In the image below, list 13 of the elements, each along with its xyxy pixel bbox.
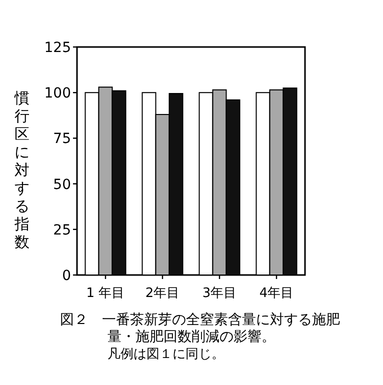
y-tick-label: 75 bbox=[53, 131, 71, 148]
text: 図２ 一番茶新芽の全窒素含量に対する施肥量・施肥回数削減の影響。 bbox=[60, 312, 341, 346]
x-tick-label: 1 年目 bbox=[86, 286, 125, 301]
x-tick-label: 3年目 bbox=[202, 286, 237, 301]
y-tick-label: 25 bbox=[53, 222, 71, 238]
x-tick-label: 2年目 bbox=[145, 286, 180, 301]
y-tick-label: 100 bbox=[44, 86, 71, 102]
y-tick-label: 125 bbox=[44, 40, 71, 56]
text: 慣行区に対する指数 bbox=[14, 89, 30, 251]
x-tick-label: 4年目 bbox=[259, 286, 294, 301]
y-tick-label: 0 bbox=[62, 268, 71, 284]
text: 凡例は図１に同じ。 bbox=[108, 346, 226, 363]
y-tick-label: 50 bbox=[53, 176, 71, 193]
